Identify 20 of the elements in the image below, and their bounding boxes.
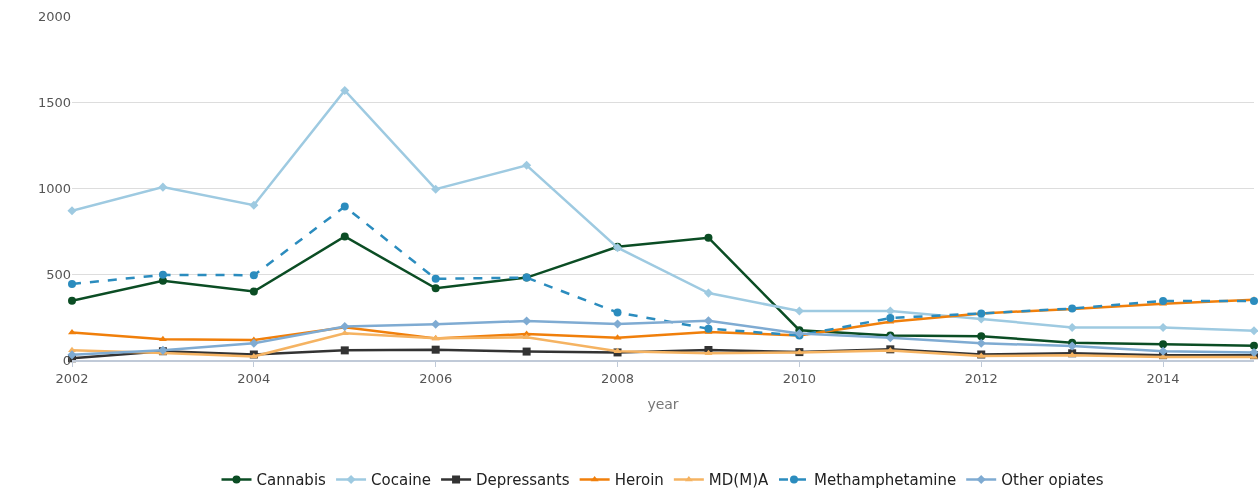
x-tick-label: 2002 bbox=[55, 370, 89, 386]
x-axis-title: year bbox=[647, 396, 679, 413]
legend-label: Depressants bbox=[476, 471, 570, 490]
x-tick-label: 2010 bbox=[782, 370, 816, 386]
x-tick-label: 2014 bbox=[1146, 370, 1180, 386]
x-tick-label: 2004 bbox=[237, 370, 271, 386]
y-tick-label: 2000 bbox=[37, 8, 71, 24]
x-tick-label: 2006 bbox=[419, 370, 453, 386]
x-tick-label: 2008 bbox=[600, 370, 635, 386]
legend-label: Cannabis bbox=[256, 471, 327, 490]
y-tick-label: 1500 bbox=[37, 94, 71, 110]
y-tick-label: 0 bbox=[62, 352, 71, 368]
y-tick-label: 500 bbox=[46, 266, 71, 282]
legend-label: Cocaine bbox=[371, 471, 432, 490]
legend-label: Heroin bbox=[614, 471, 664, 490]
x-tick-label: 2012 bbox=[964, 370, 998, 386]
y-tick-label: 1000 bbox=[37, 180, 71, 196]
legend-label: Other opiates bbox=[1001, 471, 1104, 490]
legend-label: MD(M)A bbox=[708, 471, 769, 490]
legend-label: Methamphetamine bbox=[813, 471, 957, 490]
